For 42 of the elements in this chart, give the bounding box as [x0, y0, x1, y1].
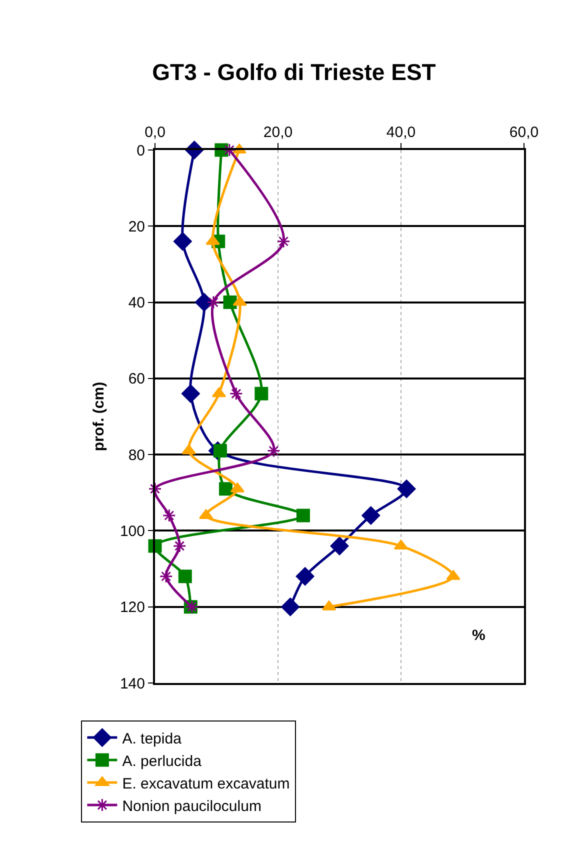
x-tick-label: 60,0	[509, 124, 539, 141]
point	[172, 539, 186, 553]
chart-title: GT3 - Golfo di Trieste EST	[152, 59, 436, 86]
y-tick-label: 140	[120, 675, 145, 692]
point	[229, 386, 243, 400]
point	[162, 508, 176, 522]
point	[296, 508, 310, 522]
point	[173, 232, 192, 251]
y-axis-title: prof. (cm)	[90, 382, 108, 452]
y-tick-label: 20	[128, 218, 145, 236]
point	[276, 234, 290, 248]
y-tick-label: 120	[120, 599, 145, 616]
point	[195, 293, 214, 312]
point	[296, 567, 314, 586]
x-tick-label: 20,0	[263, 124, 293, 141]
point	[206, 296, 220, 310]
point	[266, 444, 280, 458]
y-tick-label: 100	[120, 522, 145, 540]
point	[212, 387, 226, 398]
point	[223, 296, 237, 310]
point	[362, 506, 380, 525]
point	[330, 536, 349, 556]
point	[159, 570, 173, 584]
legend-label: A. tepida	[122, 730, 182, 748]
point	[222, 143, 236, 157]
point	[397, 480, 416, 498]
point	[178, 570, 192, 584]
y-tick-label: 60	[128, 370, 145, 388]
legend-label: A. perlucida	[122, 752, 202, 770]
point	[181, 384, 200, 403]
legend-label: Nonion pauciloculum	[122, 798, 262, 815]
x-tick-label: 0,0	[144, 124, 166, 141]
y-tick-label: 0	[136, 142, 145, 160]
point	[281, 598, 300, 616]
point	[254, 386, 268, 400]
point	[148, 482, 162, 496]
legend-label: E. excavatum excavatum	[122, 775, 290, 792]
x-tick-label: 40,0	[386, 124, 416, 141]
x-axis-title: %	[472, 627, 486, 644]
y-tick-label: 40	[128, 294, 145, 312]
y-tick-label: 80	[128, 446, 145, 464]
point	[218, 482, 232, 496]
